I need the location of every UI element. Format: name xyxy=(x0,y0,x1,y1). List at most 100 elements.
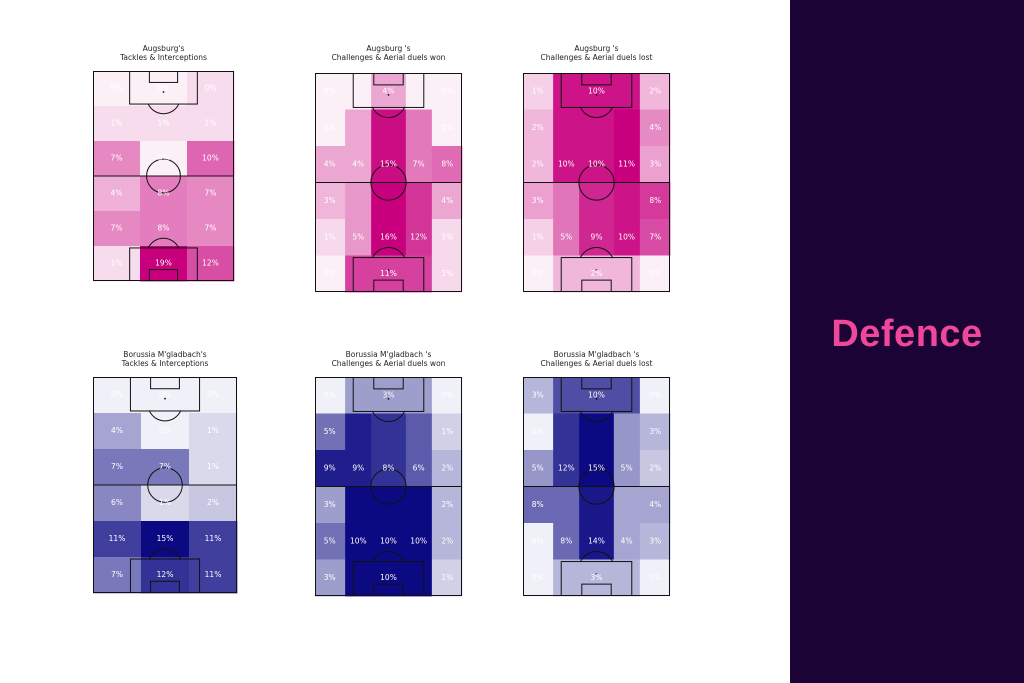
heatmap-cell xyxy=(93,71,141,107)
heatmap-label: 19% xyxy=(155,259,172,268)
heatmap-cell xyxy=(613,377,641,414)
heatmap-label: 0% xyxy=(158,84,170,93)
heatmap-label: 1% xyxy=(159,498,171,507)
heatmap-cell xyxy=(93,521,142,558)
chart-title-line2: Tackles & Interceptions xyxy=(120,52,207,62)
heatmap-label: 10% xyxy=(588,390,605,399)
heatmap-label: 14% xyxy=(588,536,605,545)
heatmap-cell xyxy=(405,255,433,293)
heatmap-cell xyxy=(579,182,615,220)
heatmap-cell xyxy=(93,413,142,450)
heatmap-cell xyxy=(553,523,580,560)
heatmap-cell xyxy=(140,246,188,282)
heatmap-cell xyxy=(523,413,554,451)
heatmap-cell xyxy=(613,182,641,220)
heatmap-cell xyxy=(431,377,463,414)
goal-box-top xyxy=(373,377,404,390)
heatmap-cells xyxy=(523,377,671,597)
heatmap-label: 1% xyxy=(532,86,544,95)
heatmap-cell xyxy=(639,559,671,597)
heatmap-label: 0% xyxy=(324,86,336,95)
heatmap-label: 7% xyxy=(111,570,123,579)
heatmap-cell xyxy=(405,377,433,414)
heatmap-label: 0% xyxy=(532,573,544,582)
chart-title-line1: Borussia M'gladbach's xyxy=(123,350,207,359)
heatmap-cell xyxy=(553,559,580,597)
heatmap-label: 7% xyxy=(111,462,123,471)
heatmap-cell xyxy=(371,219,407,256)
heatmap-cell xyxy=(189,413,238,450)
heatmap-cell xyxy=(345,182,372,220)
heatmap-label: 11% xyxy=(205,570,222,579)
heatmap-cell xyxy=(187,71,235,107)
heatmap-cell xyxy=(523,523,554,560)
heatmap-cell xyxy=(579,255,615,293)
heatmap-label: 1% xyxy=(441,573,453,582)
heatmap-cell xyxy=(431,182,463,220)
heatmap-cell xyxy=(189,377,238,414)
penalty-arc-top xyxy=(371,410,406,423)
heatmap-cell xyxy=(345,450,372,487)
chart-title-line1: Augsburg's xyxy=(142,44,185,53)
heatmap-label: 12% xyxy=(202,259,219,268)
heatmap-label: 8% xyxy=(532,500,544,509)
goal-box-top xyxy=(148,71,179,83)
heatmap-label: 0% xyxy=(158,154,170,163)
heatmap-cell xyxy=(345,413,372,451)
heatmap-label: 3% xyxy=(649,427,661,436)
heatmap-label: 1% xyxy=(111,259,123,268)
heatmap-label: 3% xyxy=(383,390,395,399)
heatmap-cell xyxy=(639,146,671,183)
heatmap-label: 7% xyxy=(205,224,217,233)
heatmap-cell xyxy=(93,377,142,414)
heatmap-cell xyxy=(315,219,346,256)
heatmap-cell xyxy=(187,211,235,247)
heatmap-cell xyxy=(639,182,671,220)
heatmap-cell xyxy=(613,486,641,524)
penalty-spot-top xyxy=(387,398,390,400)
heatmap-label: 0% xyxy=(532,536,544,545)
penalty-arc-bottom xyxy=(579,246,614,259)
heatmap-cell xyxy=(371,73,407,110)
heatmap-label: 10% xyxy=(410,536,427,545)
heatmap-label: 4% xyxy=(352,159,364,168)
penalty-spot-top xyxy=(162,91,165,93)
heatmap-cell xyxy=(431,450,463,487)
heatmap-cell xyxy=(431,146,463,183)
chart-title-line2: Challenges & Aerial duels won xyxy=(331,358,446,368)
heatmap-label: 9% xyxy=(591,232,603,241)
penalty-arc-top xyxy=(148,410,182,422)
heatmap-label: 2% xyxy=(532,123,544,132)
chart-title-line1: Augsburg 's xyxy=(574,44,619,53)
heatmap-labels: 0% 4% 0% 0% 0% 4% 4% 15% 7% 8% 3% 4% 1% 5% 16% 12% 1% 0% 1… xyxy=(324,86,454,278)
heatmap-cell xyxy=(345,255,372,293)
heatmap-label: 9% xyxy=(352,463,364,472)
penalty-spot-top xyxy=(387,94,390,96)
penalty-spot-bottom xyxy=(387,573,390,575)
heatmap-cell xyxy=(189,449,238,486)
heatmap-cell xyxy=(579,523,615,560)
heatmap-cells xyxy=(523,73,671,293)
heatmap-label: 0% xyxy=(441,86,453,95)
heatmap-cell xyxy=(371,523,407,560)
pitch-lines xyxy=(315,377,462,596)
heatmap-label: 4% xyxy=(111,189,123,198)
heatmap-label: 1% xyxy=(441,427,453,436)
heatmap-label: 1% xyxy=(111,119,123,128)
penalty-arc-bottom xyxy=(147,237,180,249)
goal-box-top xyxy=(373,73,404,86)
heatmap-label: 1% xyxy=(207,426,219,435)
heatmap-cell xyxy=(315,523,346,560)
heatmap-cell xyxy=(431,523,463,560)
heatmap-cell xyxy=(553,219,580,256)
heatmap-label: 1% xyxy=(441,269,453,278)
heatmap-label: 3% xyxy=(324,500,336,509)
centre-circle xyxy=(578,468,615,505)
penalty-spot-top xyxy=(595,398,598,400)
chart-title: Borussia M'gladbach 's Challenges & Aeri… xyxy=(483,350,710,368)
heatmap-cell xyxy=(613,413,641,451)
heatmap-label: 1% xyxy=(441,232,453,241)
heatmap-cell xyxy=(579,219,615,256)
heatmap-cell xyxy=(315,413,346,451)
heatmap-cell xyxy=(523,146,554,183)
